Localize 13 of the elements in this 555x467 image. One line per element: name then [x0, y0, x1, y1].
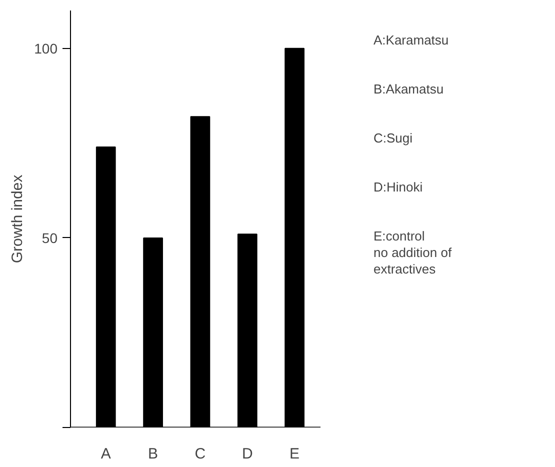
y-tick-label: 100 — [34, 40, 58, 56]
y-axis-title: Growth index — [9, 174, 26, 264]
text: C:Sugi — [374, 130, 413, 146]
text: D:Hinoki — [374, 180, 423, 194]
y-tick-label: 50 — [42, 230, 58, 246]
x-tick-label: A — [100, 446, 111, 462]
text: B:Akamatsu — [374, 82, 444, 96]
text: A:Karamatsu — [374, 32, 449, 48]
x-tick-label: B — [148, 446, 158, 462]
x-tick-label: E — [290, 446, 300, 462]
x-tick-label: C — [194, 446, 206, 462]
text: E:control no addition of extractives — [374, 228, 452, 276]
x-tick-label: D — [242, 446, 253, 462]
